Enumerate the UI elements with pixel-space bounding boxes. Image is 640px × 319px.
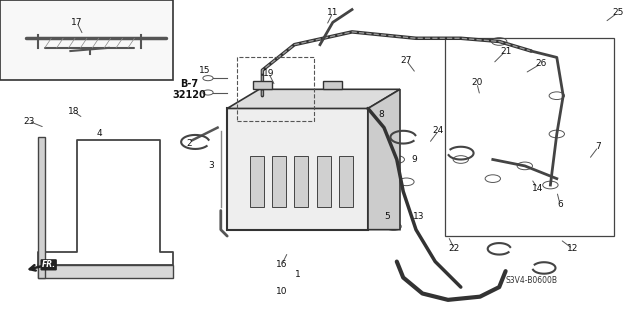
- Text: 15: 15: [199, 66, 211, 75]
- Text: 19: 19: [263, 69, 275, 78]
- Text: B-7
32120: B-7 32120: [172, 78, 205, 100]
- Bar: [272, 156, 286, 207]
- Text: 25: 25: [612, 8, 623, 17]
- Text: 18: 18: [68, 107, 79, 116]
- Text: 26: 26: [535, 59, 547, 68]
- Text: 2: 2: [186, 139, 191, 148]
- Text: 8: 8: [378, 110, 383, 119]
- Polygon shape: [227, 89, 400, 108]
- Text: 9: 9: [412, 155, 417, 164]
- Bar: [339, 156, 353, 207]
- Text: 4: 4: [97, 130, 102, 138]
- Text: 20: 20: [471, 78, 483, 87]
- Text: 23: 23: [23, 117, 35, 126]
- Bar: [253, 81, 272, 89]
- Bar: [294, 156, 308, 207]
- Text: 27: 27: [401, 56, 412, 65]
- Bar: [323, 81, 342, 89]
- Text: 17: 17: [71, 18, 83, 27]
- Text: 10: 10: [276, 287, 287, 296]
- Text: 16: 16: [276, 260, 287, 269]
- Bar: [227, 108, 368, 230]
- Bar: [445, 38, 614, 236]
- Text: 24: 24: [433, 126, 444, 135]
- Bar: [38, 137, 45, 278]
- Bar: [250, 156, 264, 207]
- Polygon shape: [368, 89, 400, 230]
- Text: 3: 3: [209, 161, 214, 170]
- Bar: [317, 156, 331, 207]
- Text: 6: 6: [557, 200, 563, 209]
- Bar: [0, 0, 173, 80]
- Text: 7: 7: [596, 142, 601, 151]
- Text: 12: 12: [567, 244, 579, 253]
- Polygon shape: [38, 265, 173, 278]
- Text: 14: 14: [532, 184, 543, 193]
- Text: 5: 5: [385, 212, 390, 221]
- Text: 1: 1: [295, 270, 300, 279]
- Text: 11: 11: [327, 8, 339, 17]
- Text: 13: 13: [413, 212, 425, 221]
- Text: S3V4-B0600B: S3V4-B0600B: [505, 276, 557, 285]
- Text: FR.: FR.: [42, 260, 56, 269]
- Text: 21: 21: [500, 47, 511, 56]
- Bar: [237, 57, 314, 121]
- Text: 22: 22: [449, 244, 460, 253]
